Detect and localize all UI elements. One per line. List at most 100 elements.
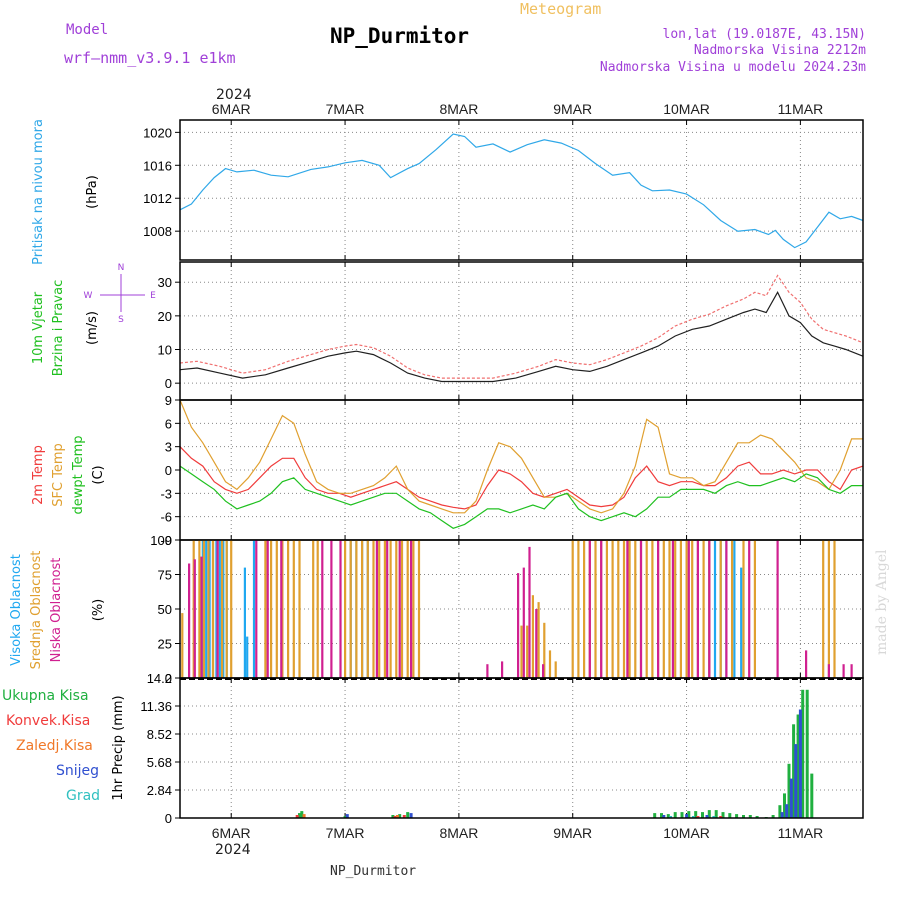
bar-clouds-2 [588,540,591,678]
bar-precipitation-0 [748,815,752,818]
cloud-ylabel-low: Niska Oblacnost [49,558,64,663]
bar-clouds-0 [733,540,736,678]
bar-clouds-1 [202,540,205,678]
meteogram-label: Meteogram [520,0,601,18]
bar-precipitation-0 [810,773,814,818]
bar-clouds-2 [398,540,401,678]
bar-clouds-2 [501,661,504,678]
bar-clouds-1 [412,540,415,678]
bar-clouds-0 [201,540,204,678]
bar-clouds-2 [339,540,342,678]
bar-clouds-2 [330,540,333,678]
bar-clouds-1 [668,540,671,678]
legend-total-precip: Ukupna Kisa [2,688,89,704]
bar-clouds-2 [842,664,845,678]
bar-clouds-2 [600,540,603,678]
bar-clouds-1 [372,540,375,678]
ytick-label: 50 [158,602,172,617]
bar-precipitation-4 [669,816,673,818]
bar-clouds-1 [662,540,665,678]
temp-ylabel-dewpt: dewpt Temp [71,435,86,514]
bar-precipitation-0 [666,814,670,818]
day-label-bottom-9mar: 9MAR [553,825,592,841]
ytick-label: -9 [160,533,172,548]
series-line-wind-0 [179,291,864,383]
bar-precipitation-0 [805,689,809,818]
day-label-top-8mar: 8MAR [439,101,478,117]
bar-clouds-1 [207,540,210,678]
bar-clouds-0 [215,540,218,678]
ytick-label: 10 [158,343,172,358]
bar-clouds-1 [691,540,694,678]
bar-precipitation-0 [687,811,691,818]
bar-clouds-1 [679,540,682,678]
bar-clouds-0 [208,540,211,678]
panel-precipitation: 0 2.84 5.68 8.52 11.36 14.2 [140,671,864,826]
bar-precipitation-3 [685,814,689,818]
bar-precipitation-1 [402,815,406,818]
cloud-unit: (%) [91,599,106,622]
bar-precipitation-1 [719,816,723,818]
day-label-bottom-6mar: 6MAR [212,825,251,841]
bar-clouds-1 [198,540,201,678]
bar-precipitation-0 [701,812,704,818]
bar-precipitation-1 [295,815,299,818]
day-label-bottom-8mar: 8MAR [439,825,478,841]
ytick-label: 11.36 [140,699,172,714]
ytick-label: 25 [158,637,172,652]
bar-clouds-1 [702,540,705,678]
bar-clouds-1 [344,540,347,678]
bar-clouds-2 [528,546,531,678]
panel-pressure: 1008 1012 1016 1020 [143,119,864,261]
bar-clouds-2 [386,540,389,678]
bar-clouds-1 [181,613,184,678]
bar-clouds-0 [218,540,221,678]
bar-clouds-1 [406,540,409,678]
precip-ylabel: 1hr Precip (mm) [111,695,126,800]
bar-precipitation-3 [789,778,793,818]
bar-clouds-2 [375,540,378,678]
bar-clouds-1 [827,540,830,678]
elevation-text: Nadmorska Visina 2212m [694,43,866,58]
station-title: NP_Durmitor [330,24,469,48]
bar-clouds-1 [548,650,552,678]
ytick-label: 1008 [143,224,172,239]
bar-precipitation-0 [398,814,402,818]
day-label-top-11mar: 11MAR [778,101,824,117]
bar-clouds-2 [280,540,283,678]
compass-n: N [118,263,125,273]
bar-clouds-1 [537,602,540,678]
bar-clouds-1 [833,540,836,678]
bar-precipitation-0 [778,805,782,818]
bar-clouds-2 [255,540,258,678]
ytick-label: 1016 [143,158,172,173]
bar-clouds-2 [321,540,324,678]
bar-precipitation-0 [735,814,739,818]
bar-precipitation-0 [714,810,718,818]
bar-clouds-1 [355,540,358,678]
series-line-temperature-2 [179,465,863,529]
ytick-label: 0 [165,671,172,686]
bar-clouds-1 [349,540,352,678]
series-line-pressure-0 [179,133,864,249]
year-top: 2024 [216,87,252,103]
bar-clouds-1 [719,540,722,678]
bar-clouds-1 [651,540,654,678]
model-elevation-text: Nadmorska Visina u modelu 2024.23m [600,60,866,75]
bar-precipitation-4 [691,816,695,818]
bar-clouds-2 [542,664,545,678]
bar-precipitation-2 [395,815,399,818]
bar-precipitation-2 [302,814,306,818]
bar-clouds-1 [270,540,273,678]
bar-clouds-1 [531,595,534,678]
bar-clouds-2 [535,609,538,678]
day-label-top-10mar: 10MAR [663,101,710,117]
bar-clouds-1 [292,540,295,678]
bar-precipitation-3 [705,815,709,818]
lonlat-text: lon,lat (19.0187E, 43.15N) [663,27,867,42]
legend-hail: Grad [66,788,100,804]
bar-precipitation-0 [673,812,677,818]
day-label-top-7mar: 7MAR [326,101,365,117]
bar-precipitation-0 [391,815,395,818]
